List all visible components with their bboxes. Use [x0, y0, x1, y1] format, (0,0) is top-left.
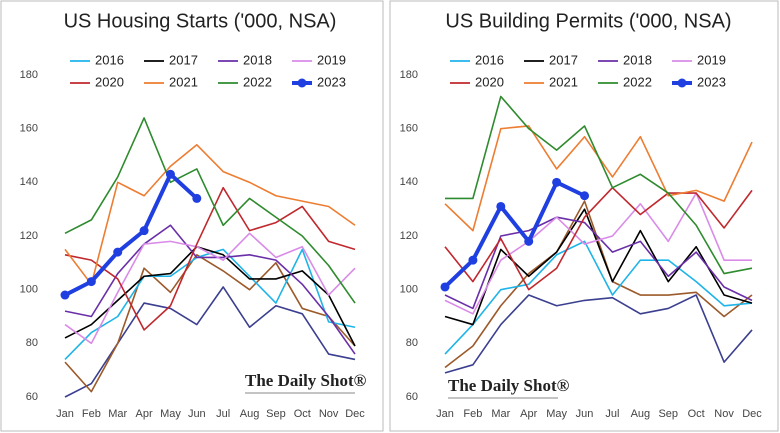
y-tick-label: 80 — [26, 337, 38, 349]
x-tick-label: Oct — [294, 408, 311, 420]
y-tick-label: 140 — [400, 176, 418, 188]
series-line — [64, 245, 356, 347]
legend-label: 2023 — [317, 74, 346, 89]
y-tick-label: 60 — [406, 391, 418, 403]
series-line — [444, 208, 753, 326]
series-line — [445, 95, 753, 275]
point — [524, 236, 534, 246]
legend-label: 2017 — [169, 52, 198, 67]
point — [580, 191, 590, 201]
x-tick-label: Aug — [631, 408, 651, 420]
point — [60, 290, 70, 300]
y-tick-label: 160 — [400, 123, 418, 135]
x-tick-label: Jan — [56, 408, 74, 420]
series-line — [444, 240, 753, 355]
series-line — [64, 253, 356, 393]
series-line — [64, 172, 199, 297]
watermark: The Daily Shot® — [448, 376, 570, 395]
x-tick-label: Apr — [136, 408, 153, 420]
y-tick-label: 100 — [400, 284, 418, 296]
x-tick-label: Apr — [520, 408, 537, 420]
x-tick-label: Sep — [266, 408, 286, 420]
x-tick-label: Jul — [605, 408, 619, 420]
y-tick-label: 100 — [20, 284, 38, 296]
y-tick-label: 180 — [20, 69, 38, 81]
legend-marker — [297, 78, 307, 88]
panel-border — [389, 0, 779, 432]
point — [496, 201, 506, 211]
series-line — [64, 232, 356, 345]
series-line — [64, 224, 356, 355]
legend-label: 2022 — [623, 74, 652, 89]
y-tick-label: 140 — [20, 176, 38, 188]
x-tick-label: Dec — [742, 408, 762, 420]
x-tick-label: Nov — [319, 408, 339, 420]
point — [86, 277, 96, 287]
series-line — [444, 216, 753, 310]
legend-label: 2019 — [317, 52, 346, 67]
chart-title: US Building Permits ('000, NSA) — [445, 10, 731, 32]
point — [552, 177, 562, 187]
point — [113, 247, 123, 257]
point — [165, 169, 175, 179]
legend-marker — [677, 78, 687, 88]
legend-label: 2023 — [697, 74, 726, 89]
series-line — [443, 180, 586, 289]
chart-title: US Housing Starts ('000, NSA) — [64, 10, 337, 32]
series-line — [444, 294, 753, 374]
legend-label: 2019 — [697, 52, 726, 67]
legend-label: 2018 — [623, 52, 652, 67]
point — [468, 255, 478, 265]
series-line — [64, 143, 356, 286]
legend-label: 2018 — [243, 52, 272, 67]
x-tick-label: Oct — [688, 408, 705, 420]
series-line — [444, 200, 753, 369]
legend-label: 2016 — [95, 52, 124, 67]
x-tick-label: Dec — [345, 408, 365, 420]
legend-label: 2021 — [169, 74, 198, 89]
watermark: The Daily Shot® — [245, 371, 367, 390]
x-tick-label: Jan — [436, 408, 454, 420]
series-line — [444, 186, 753, 291]
panel-border — [0, 0, 384, 432]
point — [139, 226, 149, 236]
legend-label: 2020 — [475, 74, 504, 89]
x-tick-label: Mar — [108, 408, 127, 420]
x-tick-label: Aug — [240, 408, 260, 420]
y-tick-label: 80 — [406, 337, 418, 349]
y-tick-label: 160 — [20, 123, 38, 135]
point — [440, 282, 450, 292]
x-tick-label: May — [546, 408, 567, 420]
y-tick-label: 180 — [400, 69, 418, 81]
y-tick-label: 120 — [400, 230, 418, 242]
x-tick-label: Jun — [188, 408, 206, 420]
y-tick-label: 120 — [20, 230, 38, 242]
y-tick-label: 60 — [26, 391, 38, 403]
x-tick-label: Feb — [82, 408, 101, 420]
point — [192, 193, 202, 203]
legend-label: 2017 — [549, 52, 578, 67]
x-tick-label: May — [160, 408, 181, 420]
series-line — [444, 192, 752, 315]
x-tick-label: Sep — [658, 408, 678, 420]
legend-label: 2021 — [549, 74, 578, 89]
x-tick-label: Feb — [463, 408, 482, 420]
x-tick-label: Jul — [216, 408, 230, 420]
x-tick-label: Jun — [576, 408, 594, 420]
legend-label: 2020 — [95, 74, 124, 89]
x-tick-label: Nov — [714, 408, 734, 420]
legend-label: 2016 — [475, 52, 504, 67]
x-tick-label: Mar — [491, 408, 510, 420]
series-line — [64, 117, 356, 304]
legend-label: 2022 — [243, 74, 272, 89]
series-line — [64, 186, 356, 331]
